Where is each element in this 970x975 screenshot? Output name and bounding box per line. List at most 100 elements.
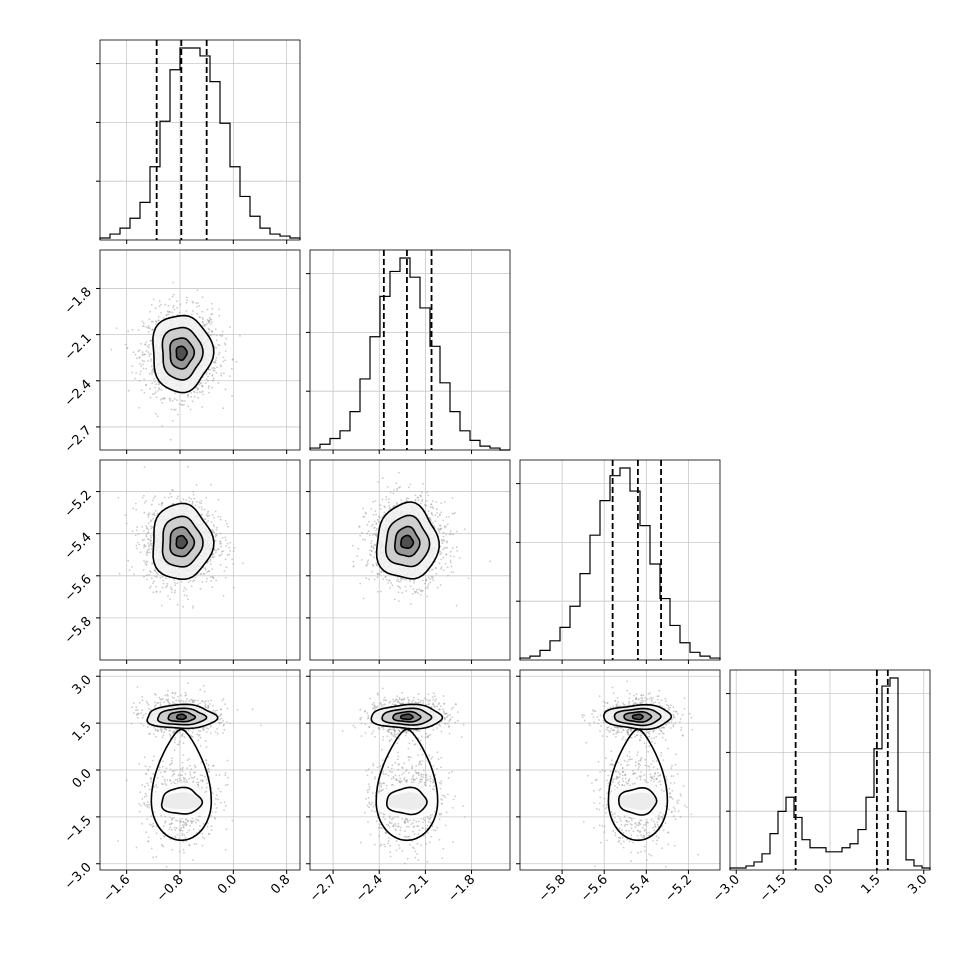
scatter-point bbox=[125, 514, 127, 516]
scatter-point bbox=[429, 578, 431, 580]
scatter-point bbox=[197, 389, 199, 391]
scatter-point bbox=[198, 384, 200, 386]
scatter-point bbox=[217, 516, 219, 518]
scatter-point bbox=[192, 605, 194, 607]
scatter-point bbox=[375, 500, 377, 502]
scatter-point bbox=[381, 571, 383, 573]
scatter-point bbox=[148, 347, 150, 349]
histogram-panel-2 bbox=[516, 460, 720, 660]
scatter-point bbox=[138, 803, 140, 805]
scatter-point bbox=[132, 530, 134, 532]
scatter-point bbox=[139, 702, 141, 704]
scatter-point bbox=[147, 801, 149, 803]
scatter-point bbox=[212, 576, 214, 578]
scatter-point bbox=[397, 579, 399, 581]
scatter-point bbox=[388, 501, 390, 503]
scatter-point bbox=[438, 529, 440, 531]
scatter-point bbox=[215, 552, 217, 554]
scatter-point bbox=[446, 542, 448, 544]
scatter-point bbox=[182, 498, 184, 500]
scatter-point bbox=[187, 598, 189, 600]
scatter-point bbox=[393, 489, 395, 491]
scatter-point bbox=[408, 498, 410, 500]
panel-content bbox=[100, 670, 300, 875]
scatter-point bbox=[358, 526, 360, 528]
scatter-point bbox=[227, 543, 229, 545]
scatter-point bbox=[152, 591, 154, 593]
scatter-point bbox=[187, 781, 189, 783]
scatter-point bbox=[392, 493, 394, 495]
scatter-point bbox=[368, 521, 370, 523]
scatter-point bbox=[165, 577, 167, 579]
scatter-point bbox=[156, 321, 158, 323]
scatter-point bbox=[207, 319, 209, 321]
scatter-point bbox=[201, 311, 203, 313]
scatter-point bbox=[450, 571, 452, 573]
scatter-point bbox=[211, 387, 213, 389]
scatter-point bbox=[375, 514, 377, 516]
scatter-point bbox=[148, 785, 150, 787]
scatter-point bbox=[151, 321, 153, 323]
scatter-point bbox=[207, 376, 209, 378]
scatter-point bbox=[127, 560, 129, 562]
scatter-point bbox=[186, 767, 188, 769]
scatter-point bbox=[373, 527, 375, 529]
scatter-point bbox=[447, 566, 449, 568]
scatter-point bbox=[209, 317, 211, 319]
scatter-point bbox=[391, 584, 393, 586]
scatter-point bbox=[182, 771, 184, 773]
scatter-point bbox=[236, 361, 238, 363]
scatter-point bbox=[184, 736, 186, 738]
scatter-point bbox=[144, 756, 146, 758]
scatter-point bbox=[445, 547, 447, 549]
scatter-point bbox=[196, 302, 198, 304]
scatter-point bbox=[146, 773, 148, 775]
scatter-point bbox=[220, 516, 222, 518]
scatter-point bbox=[433, 579, 435, 581]
scatter-point bbox=[214, 370, 216, 372]
scatter-point bbox=[146, 536, 148, 538]
scatter-point bbox=[139, 349, 141, 351]
scatter-point bbox=[194, 776, 196, 778]
scatter-point bbox=[140, 551, 142, 553]
scatter-point bbox=[207, 512, 209, 514]
scatter-point bbox=[219, 774, 221, 776]
scatter-point bbox=[377, 481, 379, 483]
scatter-point bbox=[179, 403, 181, 405]
scatter-point bbox=[426, 596, 428, 598]
scatter-point bbox=[226, 566, 228, 568]
scatter-point bbox=[427, 587, 429, 589]
scatter-point bbox=[192, 732, 194, 734]
scatter-point bbox=[133, 712, 135, 714]
scatter-point bbox=[145, 561, 147, 563]
scatter-point bbox=[215, 710, 217, 712]
scatter-point bbox=[139, 363, 141, 365]
scatter-point bbox=[207, 705, 209, 707]
scatter-point bbox=[162, 766, 164, 768]
scatter-point bbox=[188, 758, 190, 760]
scatter-point bbox=[173, 781, 175, 783]
scatter-point bbox=[436, 508, 438, 510]
scatter-point bbox=[216, 335, 218, 337]
scatter-point bbox=[165, 586, 167, 588]
scatter-point bbox=[200, 502, 202, 504]
scatter-point bbox=[400, 580, 402, 582]
scatter-point bbox=[149, 318, 151, 320]
scatter-point bbox=[409, 580, 411, 582]
scatter-point bbox=[179, 304, 181, 306]
scatter-point bbox=[146, 795, 148, 797]
scatter-point bbox=[426, 492, 428, 494]
scatter-point bbox=[381, 516, 383, 518]
scatter-point bbox=[155, 383, 157, 385]
scatter-point bbox=[210, 700, 212, 702]
scatter-point bbox=[164, 397, 166, 399]
scatter-point bbox=[450, 551, 452, 553]
scatter-point bbox=[145, 534, 147, 536]
scatter-point bbox=[430, 506, 432, 508]
scatter-point bbox=[231, 559, 233, 561]
scatter-point bbox=[214, 362, 216, 364]
scatter-point bbox=[205, 569, 207, 571]
scatter-point bbox=[154, 387, 156, 389]
scatter-point bbox=[426, 505, 428, 507]
scatter-point bbox=[225, 772, 227, 774]
